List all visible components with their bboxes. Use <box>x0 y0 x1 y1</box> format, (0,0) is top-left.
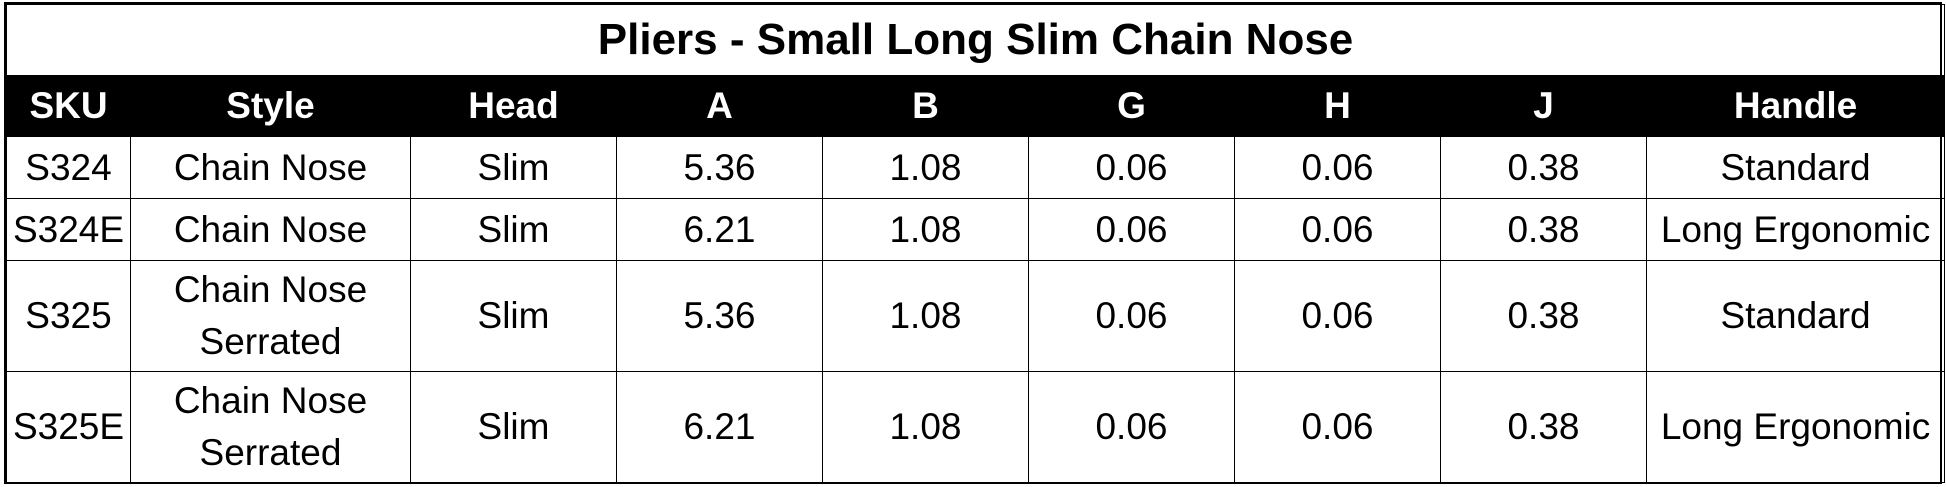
cell-h: 0.06 <box>1234 371 1441 483</box>
cell-j: 0.38 <box>1440 260 1647 372</box>
table-row: S325 Chain Nose Serrated Slim 5.36 1.08 … <box>6 260 1946 372</box>
header-row: SKU Style Head A B G H J Handle <box>6 75 1946 137</box>
cell-a: 6.21 <box>616 198 823 261</box>
cell-a: 5.36 <box>616 136 823 199</box>
cell-sku: S324E <box>6 198 131 261</box>
cell-g: 0.06 <box>1028 260 1235 372</box>
cell-head: Slim <box>410 136 617 199</box>
column-header-head: Head <box>410 75 617 137</box>
column-header-b: B <box>822 75 1029 137</box>
cell-j: 0.38 <box>1440 136 1647 199</box>
cell-handle: Standard <box>1645 136 1946 199</box>
cell-style-line: Chain Nose <box>173 380 368 421</box>
table-row: S324E Chain Nose Slim 6.21 1.08 0.06 0.0… <box>6 198 1946 261</box>
cell-style-line: Chain Nose <box>173 208 368 250</box>
cell-b: 1.08 <box>822 136 1029 199</box>
cell-a: 5.36 <box>616 260 823 372</box>
cell-head: Slim <box>410 371 617 483</box>
cell-style-line: Serrated <box>199 321 342 362</box>
cell-b: 1.08 <box>822 198 1029 261</box>
cell-style: Chain Nose Serrated <box>130 260 411 372</box>
pliers-spec-sheet: Pliers - Small Long Slim Chain Nose SKU … <box>4 2 1946 484</box>
cell-h: 0.06 <box>1234 198 1441 261</box>
cell-b: 1.08 <box>822 371 1029 483</box>
table-row: S325E Chain Nose Serrated Slim 6.21 1.08… <box>6 371 1946 483</box>
cell-j: 0.38 <box>1440 371 1647 483</box>
column-header-h: H <box>1234 75 1441 137</box>
cell-g: 0.06 <box>1028 136 1235 199</box>
cell-style: Chain Nose <box>130 198 411 261</box>
cell-style-line: Serrated <box>199 432 342 473</box>
cell-b: 1.08 <box>822 260 1029 372</box>
column-header-handle: Handle <box>1645 75 1946 137</box>
cell-head: Slim <box>410 260 617 372</box>
table-row: S324 Chain Nose Slim 5.36 1.08 0.06 0.06… <box>6 136 1946 199</box>
cell-handle: Long Ergonomic <box>1645 198 1946 261</box>
cell-g: 0.06 <box>1028 371 1235 483</box>
cell-sku: S324 <box>6 136 131 199</box>
cell-h: 0.06 <box>1234 260 1441 372</box>
cell-style: Chain Nose <box>130 136 411 199</box>
cell-sku: S325E <box>6 371 131 483</box>
cell-j: 0.38 <box>1440 198 1647 261</box>
column-header-sku: SKU <box>6 75 131 137</box>
cell-style-line: Chain Nose <box>173 269 368 310</box>
column-header-style: Style <box>130 75 411 137</box>
cell-g: 0.06 <box>1028 198 1235 261</box>
cell-head: Slim <box>410 198 617 261</box>
column-header-g: G <box>1028 75 1235 137</box>
table-title: Pliers - Small Long Slim Chain Nose <box>5 4 1946 76</box>
cell-a: 6.21 <box>616 371 823 483</box>
cell-handle: Long Ergonomic <box>1645 371 1946 483</box>
cell-style: Chain Nose Serrated <box>130 371 411 483</box>
column-header-a: A <box>616 75 823 137</box>
cell-style-line: Chain Nose <box>173 146 368 188</box>
cell-sku: S325 <box>6 260 131 372</box>
column-header-j: J <box>1440 75 1647 137</box>
title-row: Pliers - Small Long Slim Chain Nose <box>5 4 1946 76</box>
pliers-spec-table: Pliers - Small Long Slim Chain Nose SKU … <box>5 4 1946 483</box>
cell-h: 0.06 <box>1234 136 1441 199</box>
cell-handle: Standard <box>1645 260 1946 372</box>
